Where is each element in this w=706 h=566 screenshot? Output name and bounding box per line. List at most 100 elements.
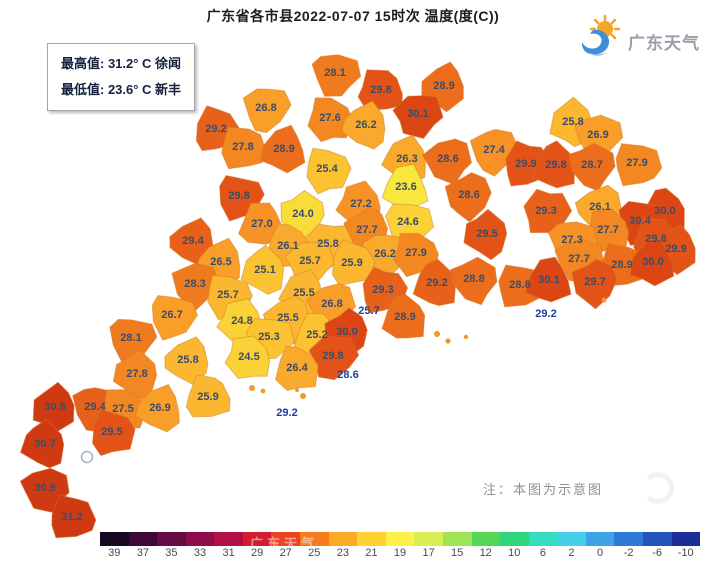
temp-label: 25.7 — [299, 255, 320, 267]
map-region — [357, 69, 404, 111]
temp-label: 29.9 — [665, 243, 686, 255]
colorbar-segment — [128, 532, 158, 546]
temp-label: 25.9 — [341, 257, 362, 269]
temp-label: 26.5 — [210, 256, 231, 268]
temp-label: 27.7 — [568, 253, 589, 265]
temp-label: 28.6 — [458, 189, 479, 201]
temp-label: 27.7 — [356, 224, 377, 236]
temp-label: 27.2 — [350, 198, 371, 210]
temp-label: 23.6 — [395, 181, 416, 193]
temp-label: 26.1 — [589, 201, 610, 213]
map-region — [311, 54, 362, 97]
colorbar-segment — [642, 532, 672, 546]
city-marker-icon — [80, 450, 94, 464]
map-region — [571, 258, 618, 310]
colorbar-segment — [242, 532, 272, 546]
map-region — [242, 88, 292, 134]
temp-label: 30.1 — [407, 108, 428, 120]
temp-label: 29.2 — [426, 277, 447, 289]
temp-label: 24.6 — [397, 216, 418, 228]
temp-label: 29.8 — [228, 190, 249, 202]
temp-label: 28.9 — [433, 80, 454, 92]
temp-label: 27.0 — [251, 218, 272, 230]
colorbar-tick: 15 — [450, 547, 464, 559]
temp-label: 29.9 — [515, 158, 536, 170]
temp-label: 25.1 — [254, 264, 275, 276]
temp-label: 24.5 — [238, 351, 259, 363]
map-region — [444, 172, 492, 223]
page-title: 广东省各市县2022-07-07 15时次 温度(度(C)) — [206, 8, 500, 24]
colorbar-segment — [585, 532, 615, 546]
map-region — [381, 293, 426, 339]
colorbar-segment — [528, 532, 558, 546]
colorbar-tick: -10 — [677, 547, 694, 559]
temp-label: 27.9 — [626, 157, 647, 169]
temp-label: 26.4 — [286, 362, 308, 374]
temp-label: 29.8 — [645, 233, 666, 245]
colorbar-segment — [471, 532, 501, 546]
temp-label: 25.7 — [358, 305, 379, 317]
island-shape — [249, 385, 255, 391]
temp-label: 24.0 — [292, 208, 313, 220]
map-region — [306, 147, 352, 195]
temp-label: 28.9 — [273, 143, 294, 155]
temp-label: 26.3 — [396, 153, 417, 165]
map-region — [19, 418, 65, 469]
temp-label: 29.5 — [101, 426, 122, 438]
colorbar-segment — [442, 532, 472, 546]
temp-label: 28.8 — [463, 273, 484, 285]
temp-label: 29.3 — [535, 205, 556, 217]
colorbar-segment — [271, 532, 301, 546]
map-region — [171, 262, 220, 311]
map-region — [51, 494, 97, 539]
temp-label: 29.4 — [182, 235, 204, 247]
colorbar-tick: 19 — [393, 547, 407, 559]
map-region — [151, 294, 199, 341]
temp-label: 28.9 — [394, 311, 415, 323]
temp-label: 26.8 — [255, 102, 276, 114]
temp-label: 27.3 — [561, 234, 582, 246]
colorbar-tick: 39 — [108, 547, 121, 559]
temp-label: 25.5 — [277, 312, 298, 324]
map-region — [340, 100, 386, 150]
map-region — [224, 335, 271, 380]
legend-min-value: 最低值: 23.6° C 新丰 — [61, 82, 182, 97]
colorbar-segment — [328, 532, 358, 546]
map-region — [381, 163, 429, 210]
temp-label: 27.5 — [112, 403, 133, 415]
island-shape — [463, 334, 469, 340]
island-shape — [445, 338, 451, 344]
colorbar-segment — [157, 532, 186, 546]
temp-label: 29.2 — [205, 123, 226, 135]
temp-label: 25.3 — [258, 331, 279, 343]
temp-label: 26.1 — [277, 240, 298, 252]
colorbar-tick: 33 — [193, 547, 207, 559]
temp-label: 30.1 — [538, 274, 559, 286]
temperature-colorbar — [100, 532, 701, 546]
colorbar-tick: 27 — [279, 547, 292, 559]
colorbar-segment — [671, 532, 701, 546]
colorbar-tick: -2 — [623, 547, 634, 559]
temp-label: 27.9 — [405, 247, 426, 259]
temp-label: 28.1 — [120, 332, 141, 344]
colorbar-tick: 35 — [165, 547, 178, 559]
temp-label: 29.5 — [476, 228, 497, 240]
colorbar-segment — [357, 532, 386, 546]
map-region — [307, 97, 353, 143]
colorbar-segment — [500, 532, 529, 546]
colorbar-segment — [614, 532, 643, 546]
map-region — [469, 128, 519, 177]
temp-label: 29.3 — [372, 284, 393, 296]
temp-label: 29.8 — [370, 84, 391, 96]
island-shape — [434, 331, 440, 337]
colorbar-segment — [300, 532, 329, 546]
temp-label: 30.0 — [642, 256, 663, 268]
temp-label: 29.7 — [584, 276, 605, 288]
temp-label: 27.6 — [319, 112, 340, 124]
colorbar-tick: 12 — [479, 547, 492, 559]
temp-label: 30.7 — [34, 438, 55, 450]
map-region — [532, 140, 576, 189]
map-region — [568, 142, 616, 192]
temp-label: 30.4 — [629, 215, 651, 227]
temp-label: 26.7 — [161, 309, 182, 321]
